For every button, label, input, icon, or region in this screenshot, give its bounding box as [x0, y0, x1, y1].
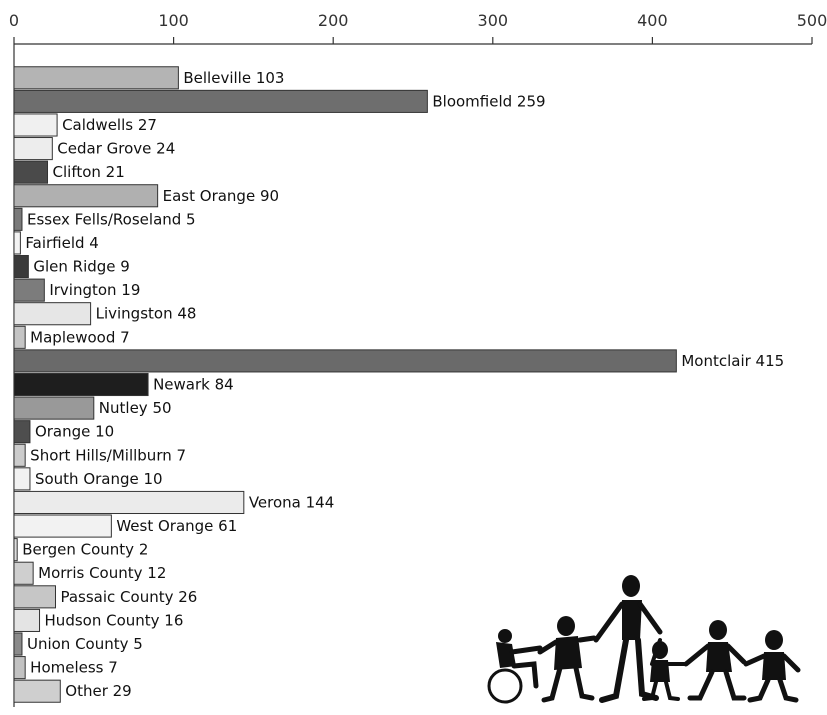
- bar-livingston: [13, 302, 92, 326]
- bar-hudson-county: [13, 608, 41, 632]
- bar-label: Livingston 48: [96, 305, 197, 323]
- bar-label: Maplewood 7: [30, 328, 130, 346]
- bars-group: Belleville 103 Bloomfield 259 Caldwells 27…: [13, 66, 784, 703]
- bar-label: South Orange 10: [35, 470, 163, 488]
- bar-label: Union County 5: [27, 635, 143, 653]
- bar-label: Caldwells 27: [62, 116, 157, 134]
- bar-caldwells: [13, 113, 58, 137]
- bar-belleville: [13, 66, 179, 90]
- bar-label: Bloomfield 259: [432, 92, 545, 110]
- bar-label: Montclair 415: [681, 352, 784, 370]
- bar-clifton: [13, 160, 49, 184]
- bar-bergen-county: [13, 538, 18, 562]
- bar-label: Verona 144: [249, 493, 334, 511]
- x-tick-label: 200: [318, 11, 349, 30]
- bar-label: Belleville 103: [183, 69, 284, 87]
- bar-label: Passaic County 26: [60, 588, 197, 606]
- bar-west-orange: [13, 514, 112, 538]
- bar-orange: [13, 420, 31, 444]
- bar-south-orange: [13, 467, 31, 491]
- bar-nutley: [13, 396, 95, 420]
- bar-label: Homeless 7: [30, 659, 118, 677]
- bar-union-county: [13, 632, 23, 656]
- bar-label: West Orange 61: [116, 517, 237, 535]
- bar-maplewood: [13, 325, 26, 349]
- bar-morris-county: [13, 561, 34, 585]
- bar-label: Short Hills/Millburn 7: [30, 446, 186, 464]
- bar-label: Newark 84: [153, 376, 234, 394]
- bar-label: Essex Fells/Roseland 5: [27, 210, 196, 228]
- bar-label: Hudson County 16: [45, 611, 184, 629]
- bar-passaic-county: [13, 585, 56, 609]
- bar-label: Fairfield 4: [25, 234, 98, 252]
- bar-cedar-grove: [13, 137, 53, 161]
- bar-label: Clifton 21: [53, 163, 125, 181]
- x-tick-label: 100: [158, 11, 189, 30]
- x-tick-label: 500: [797, 11, 827, 30]
- bar-label: Cedar Grove 24: [57, 140, 175, 158]
- bar-irvington: [13, 278, 45, 302]
- bar-label: Other 29: [65, 682, 131, 700]
- bar-glen-ridge: [13, 254, 29, 279]
- bar-verona: [13, 490, 245, 515]
- x-axis: 0 100 200 300 400 500: [9, 11, 827, 707]
- bar-label: Orange 10: [35, 423, 114, 441]
- x-tick-label: 0: [9, 11, 19, 30]
- bar-label: Glen Ridge 9: [33, 258, 129, 276]
- bar-homeless: [13, 656, 26, 680]
- bar-label: Morris County 12: [38, 564, 166, 582]
- bar-montclair: [13, 349, 677, 373]
- bar-newark: [13, 372, 149, 397]
- bar-label: Irvington 19: [49, 281, 140, 299]
- bar-label: Bergen County 2: [22, 541, 148, 559]
- bar-east-orange: [13, 184, 159, 208]
- bar-short-hills-millburn: [13, 443, 26, 467]
- family-silhouette-icon: [487, 575, 801, 704]
- bar-other: [13, 679, 61, 703]
- x-tick-label: 300: [478, 11, 509, 30]
- bar-label: Nutley 50: [99, 399, 172, 417]
- bar-label: East Orange 90: [163, 187, 279, 205]
- bar-bloomfield: [13, 89, 428, 113]
- bar-fairfield: [13, 231, 21, 255]
- bar-essex-fells-roseland: [13, 207, 23, 231]
- x-tick-label: 400: [637, 11, 668, 30]
